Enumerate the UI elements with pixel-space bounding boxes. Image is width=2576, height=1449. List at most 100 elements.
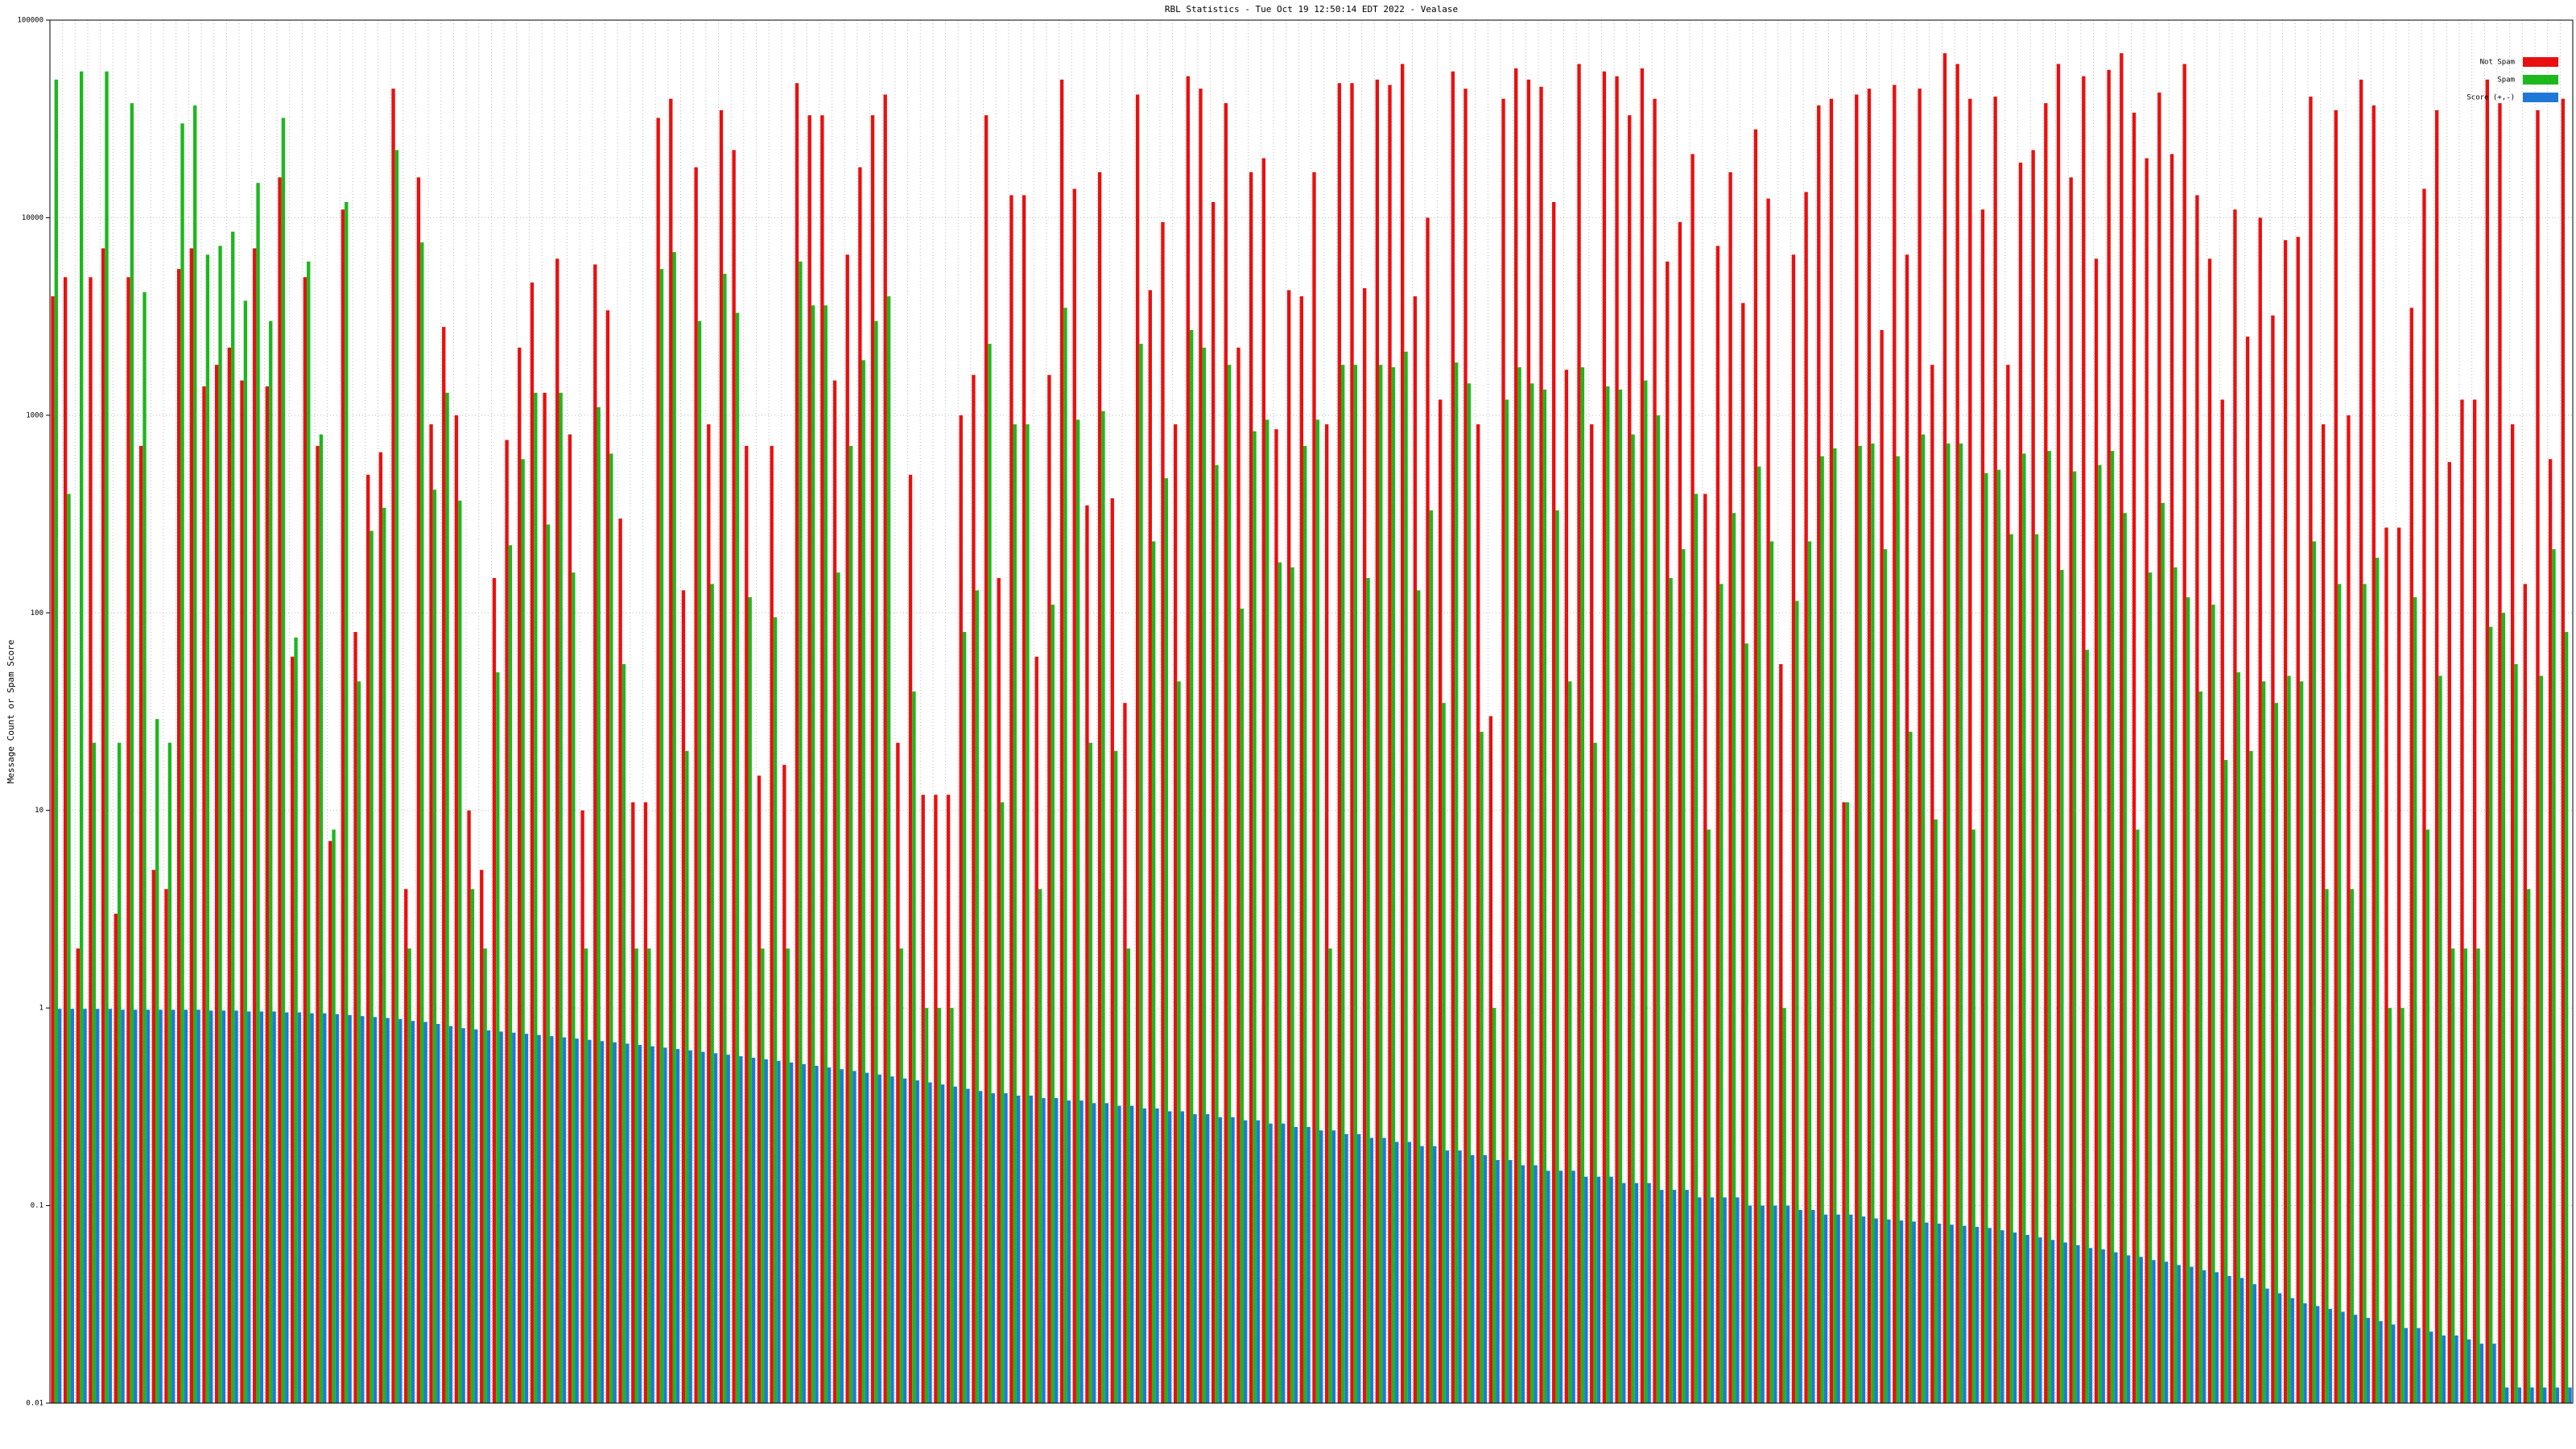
- bar: [2391, 1324, 2396, 1403]
- bar: [1732, 513, 1736, 1403]
- bar: [593, 264, 597, 1403]
- bar: [815, 1065, 819, 1403]
- bar: [332, 829, 336, 1403]
- bar: [2460, 399, 2464, 1403]
- bar: [1723, 1197, 1727, 1403]
- bar: [323, 1013, 327, 1403]
- bar: [1331, 1130, 1336, 1403]
- bar: [1874, 1218, 1878, 1403]
- bar: [688, 1050, 692, 1403]
- bar: [1946, 443, 1951, 1403]
- bar: [2050, 1240, 2055, 1403]
- bar: [1836, 1214, 1840, 1403]
- bar: [1227, 365, 1232, 1404]
- bar: [2472, 399, 2477, 1403]
- bar: [1883, 549, 1888, 1404]
- y-tick-label: 100000: [17, 17, 43, 25]
- bar: [1622, 1183, 1626, 1403]
- bar: [597, 407, 601, 1403]
- y-tick-label: 1: [39, 1005, 43, 1013]
- bar: [1501, 98, 1505, 1403]
- bar: [1388, 85, 1392, 1403]
- bar: [1180, 1111, 1184, 1403]
- bar: [420, 242, 424, 1404]
- bar: [155, 719, 159, 1403]
- bar: [959, 415, 963, 1403]
- legend-label: Spam: [2497, 76, 2515, 85]
- bar: [1867, 89, 1872, 1403]
- bar: [1286, 290, 1291, 1404]
- bar: [2413, 597, 2417, 1403]
- bar: [2447, 461, 2451, 1403]
- bar: [1476, 424, 1480, 1403]
- bar: [63, 277, 68, 1403]
- bar: [2350, 889, 2354, 1403]
- bar: [946, 795, 951, 1403]
- bar: [1231, 1117, 1235, 1403]
- bar: [2372, 105, 2376, 1404]
- bar: [1051, 605, 1055, 1403]
- bar: [580, 810, 584, 1403]
- bar: [505, 440, 509, 1403]
- bar: [1769, 541, 1774, 1404]
- bar: [912, 691, 916, 1403]
- bar: [618, 518, 622, 1403]
- bar: [121, 1009, 125, 1403]
- bar: [54, 79, 59, 1404]
- bar: [1858, 445, 1862, 1403]
- bar: [1685, 1190, 1689, 1403]
- bar: [1849, 1214, 1853, 1403]
- bar: [1362, 287, 1367, 1403]
- bar: [2425, 829, 2429, 1403]
- bar: [215, 365, 219, 1404]
- bar: [1505, 399, 1509, 1403]
- bar: [2379, 1321, 2383, 1403]
- bar: [2044, 103, 2048, 1404]
- bar: [899, 948, 903, 1403]
- bar: [2123, 513, 2127, 1403]
- bar: [2277, 1293, 2282, 1403]
- bar: [1413, 296, 1418, 1403]
- bar: [2417, 1327, 2421, 1403]
- legend-swatch: [2523, 57, 2558, 67]
- bar: [1400, 64, 1405, 1404]
- bar: [386, 1018, 390, 1403]
- bar: [858, 167, 862, 1404]
- bar: [672, 252, 676, 1404]
- bar: [2492, 1344, 2496, 1403]
- bar: [1593, 742, 1597, 1403]
- bar: [164, 889, 168, 1403]
- bar: [852, 1071, 857, 1403]
- bar: [2240, 1278, 2244, 1403]
- bar: [713, 1053, 718, 1403]
- bar: [1833, 448, 1837, 1403]
- bar: [2271, 315, 2275, 1403]
- bar: [1937, 1224, 1942, 1403]
- bar: [625, 1043, 630, 1403]
- bar: [950, 1008, 954, 1403]
- bar: [1126, 948, 1130, 1403]
- bar: [297, 1012, 302, 1403]
- bar: [2429, 1331, 2434, 1403]
- bar: [1016, 1096, 1021, 1403]
- bar: [1379, 365, 1383, 1404]
- bar: [2094, 258, 2099, 1403]
- bar: [138, 445, 143, 1403]
- bar: [2552, 549, 2556, 1404]
- bar: [2258, 217, 2262, 1403]
- bar: [786, 948, 790, 1403]
- bar: [1243, 1120, 1248, 1403]
- bar: [2177, 1265, 2181, 1403]
- bar: [726, 1055, 730, 1403]
- bar: [2169, 154, 2174, 1403]
- bar: [1521, 1165, 1525, 1403]
- legend-swatch: [2523, 93, 2558, 102]
- bar: [1085, 505, 1089, 1403]
- bar: [1934, 819, 1938, 1403]
- bar: [735, 312, 740, 1403]
- bar: [1480, 732, 1484, 1403]
- bar: [2136, 829, 2140, 1403]
- bar: [1249, 171, 1253, 1403]
- bar: [1546, 1170, 1550, 1403]
- bar: [134, 1009, 138, 1403]
